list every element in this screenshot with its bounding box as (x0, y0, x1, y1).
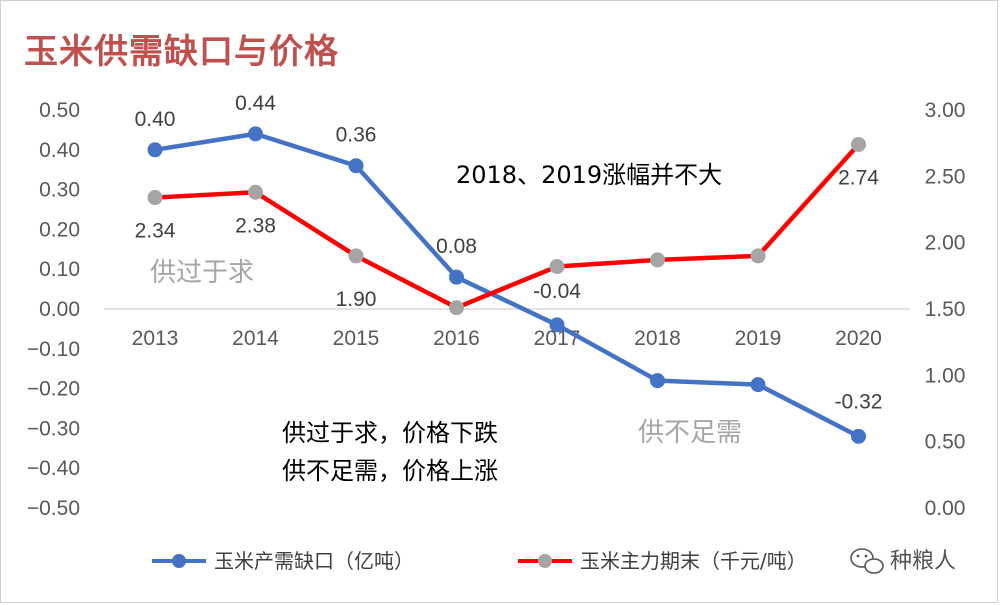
right-axis-tick-label: 1.50 (925, 298, 966, 321)
data-label-price: 2.38 (235, 214, 276, 237)
series-point-gap (248, 126, 263, 142)
series-point-price (851, 136, 866, 152)
series-point-price (348, 248, 364, 264)
series-point-price (650, 252, 665, 268)
annotation-rule-line2: 供不足需，价格上涨 (282, 457, 498, 485)
left-axis-tick-label: −0.50 (27, 497, 80, 520)
right-axis-tick-label: 0.00 (925, 497, 966, 520)
series-point-gap (449, 269, 464, 285)
left-axis-ticks: 0.50 0.40 0.30 0.20 0.10 0.00 −0.10 −0.20 −0.30 −… (27, 99, 80, 520)
category-tick-label: 2016 (433, 327, 480, 350)
series-layer (147, 126, 866, 444)
annotation-surplus: 供过于求 (150, 258, 254, 288)
legend-label-price: 玉米主力期末（千元/吨） (580, 549, 807, 573)
data-label-gap: 0.36 (336, 124, 377, 147)
category-tick-label: 2013 (132, 327, 179, 350)
series-point-price (449, 300, 464, 316)
series-point-price (248, 184, 263, 200)
series-point-gap (750, 377, 766, 393)
data-label-price: 1.90 (336, 288, 377, 311)
series-point-price (549, 259, 565, 275)
data-label-gap: 0.08 (436, 235, 477, 258)
legend: 玉米产需缺口（亿吨） 玉米主力期末（千元/吨） (152, 549, 807, 573)
right-axis-tick-label: 2.00 (925, 232, 966, 255)
watermark-text: 种粮人 (890, 549, 956, 574)
wechat-icon (850, 548, 884, 574)
series-point-price (147, 190, 163, 206)
category-tick-label: 2020 (835, 327, 882, 350)
series-point-gap (147, 142, 163, 158)
left-axis-tick-label: −0.40 (27, 457, 80, 480)
data-labels: 0.40 0.44 0.36 0.08 -0.04 -0.32 2.34 2.38 1.90 2.… (135, 92, 883, 413)
annotation-shortage: 供不足需 (638, 418, 742, 448)
data-label-gap: -0.04 (533, 280, 581, 303)
right-axis-ticks: 3.00 2.50 2.00 1.50 1.00 0.50 0.00 (925, 99, 966, 520)
category-tick-label: 2018 (634, 327, 681, 350)
category-tick-label: 2014 (232, 327, 279, 350)
right-axis-tick-label: 3.00 (925, 99, 966, 122)
series-line-price (154, 142, 861, 310)
legend-marker-gap (172, 554, 186, 568)
left-axis-tick-label: 0.40 (39, 139, 80, 162)
category-tick-label: 2015 (333, 327, 380, 350)
left-axis-tick-label: 0.50 (39, 99, 80, 122)
series-point-gap (549, 317, 565, 333)
category-tick-label: 2019 (735, 327, 782, 350)
legend-marker-price (538, 554, 552, 568)
data-label-gap: 0.40 (135, 108, 176, 131)
right-axis-tick-label: 0.50 (925, 431, 966, 454)
right-axis-tick-label: 2.50 (925, 165, 966, 188)
left-axis-tick-label: 0.30 (39, 179, 80, 202)
left-axis-tick-label: −0.10 (27, 338, 80, 361)
series-point-gap (348, 158, 364, 174)
legend-label-gap: 玉米产需缺口（亿吨） (214, 549, 414, 573)
left-axis-tick-label: 0.20 (39, 218, 80, 241)
series-point-gap (851, 428, 866, 444)
watermark: 种粮人 (850, 548, 956, 574)
left-axis-tick-label: −0.20 (27, 378, 80, 401)
series-point-price (750, 248, 766, 264)
data-label-gap: 0.44 (235, 92, 276, 115)
annotation-rule-line1: 供过于求，价格下跌 (282, 419, 498, 447)
data-label-price: 2.34 (135, 220, 176, 243)
chart-title: 玉米供需缺口与价格 (24, 32, 339, 72)
data-label-gap: -0.32 (835, 390, 883, 413)
category-axis-ticks: 2013 2014 2015 2016 2017 2018 2019 2020 (132, 327, 882, 350)
annotation-top-right: 2018、2019涨幅并不大 (456, 161, 722, 189)
right-axis-tick-label: 1.00 (925, 364, 966, 387)
left-axis-tick-label: 0.10 (39, 258, 80, 281)
series-line-gap (154, 131, 860, 439)
left-axis-tick-label: 0.00 (39, 298, 80, 321)
data-label-price: 2.74 (838, 166, 879, 189)
left-axis-tick-label: −0.30 (27, 417, 80, 440)
series-point-gap (650, 373, 665, 389)
